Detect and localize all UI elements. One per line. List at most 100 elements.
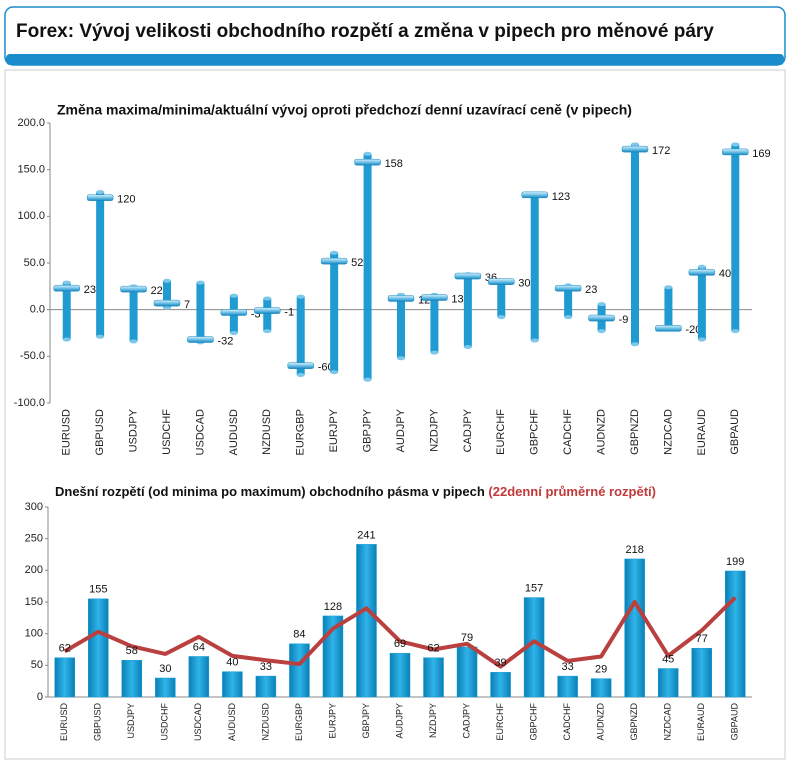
chart-title-highlight: (22denní průměrné rozpětí) [488,484,656,499]
x-tick-label: AUDJPY [394,703,404,739]
x-tick-label: NZDCAD [662,409,674,455]
range-cap [296,294,305,299]
x-tick-label: NZDUSD [260,703,270,741]
range-cap [631,342,639,347]
value-label: 52 [351,257,363,269]
range-bar [697,266,706,340]
x-tick-label: CADCHF [562,702,572,740]
range-bar [363,153,372,380]
y-tick-label: 50.0 [24,257,45,269]
bar [389,653,411,698]
range-cap [463,345,472,349]
range-cap [263,296,272,301]
y-tick-label: 200.0 [17,117,45,129]
bar [222,671,243,698]
bar [691,647,712,698]
current-marker [655,325,682,332]
range-cap [96,334,105,339]
x-tick-label: USDCAD [193,703,203,742]
value-label: -3 [251,308,261,320]
y-tick-label: 300 [25,501,43,513]
current-marker [187,336,214,343]
value-label: 23 [84,284,96,296]
current-marker [521,191,548,199]
value-label: 30 [159,663,171,675]
x-tick-label: USDCHF [161,409,173,455]
value-label: 33 [260,661,272,673]
x-tick-label: CADJPY [462,408,474,452]
x-tick-label: GBPCHF [529,409,541,455]
value-label: 120 [117,194,135,206]
range-cap [697,337,706,342]
bar [456,646,478,698]
chart-title: Změna maxima/minima/aktuální vývoj oprot… [57,102,632,118]
range-cap [296,373,305,377]
y-tick-label: 100 [25,628,43,640]
range-bar [430,294,439,353]
current-marker [254,307,281,314]
range-bar [631,144,639,345]
x-tick-label: AUDNZD [596,703,606,741]
range-cap [96,190,105,195]
x-tick-label: NZDJPY [428,703,438,738]
range-cap [597,302,606,307]
range-cap [664,285,673,290]
x-tick-label: USDJPY [126,703,136,739]
bar [624,558,645,698]
range-cap [330,370,339,375]
x-tick-label: AUDUSD [227,703,237,742]
value-label: -32 [217,335,233,347]
value-label: 39 [494,657,506,669]
value-label: 157 [525,582,543,594]
x-tick-label: GBPNZD [629,409,641,455]
y-tick-label: 50 [31,659,43,671]
y-tick-label: 150 [25,596,43,608]
range-cap [631,142,639,147]
value-label: 22 [151,285,163,297]
x-tick-label: USDJPY [127,408,139,452]
panel [4,69,786,760]
value-label: 69 [394,638,406,650]
bar [423,657,444,698]
range-bar [96,192,105,337]
range-bar [463,274,472,347]
value-label: 23 [585,284,597,296]
bar [289,643,310,698]
current-marker [421,294,448,301]
range-bar [530,193,539,341]
range-cap [163,278,171,283]
value-label: 84 [293,629,305,641]
chart-title: Dnešní rozpětí (od minima po maximum) ob… [55,484,656,499]
x-tick-label: AUDNZD [595,409,607,455]
value-label: 7 [184,299,190,311]
bar [356,544,377,698]
x-tick-label: EURUSD [61,409,73,456]
x-tick-label: EURGBP [295,409,307,455]
y-tick-label: 0.0 [30,304,45,316]
range-cap [530,338,539,343]
range-cap [229,331,238,335]
value-label: 62 [59,643,71,655]
value-label: 33 [561,661,573,673]
range-cap [363,377,372,382]
bar [255,675,277,698]
range-cap [731,142,740,147]
value-label: 155 [89,584,107,596]
value-label: 45 [662,653,674,665]
bar [88,598,109,698]
range-bar [129,286,138,342]
range-cap [263,329,272,334]
value-label: 30 [518,278,530,290]
range-cap [229,293,238,298]
value-label: -60 [318,362,334,374]
current-marker [488,278,515,285]
bar [490,672,511,698]
bar [557,675,578,698]
x-tick-label: GBPAUD [730,703,740,741]
current-marker [554,284,582,292]
x-tick-label: GBPAUD [729,409,741,455]
bar [155,677,176,698]
range-cap [430,350,439,355]
value-label: 40 [226,657,238,669]
